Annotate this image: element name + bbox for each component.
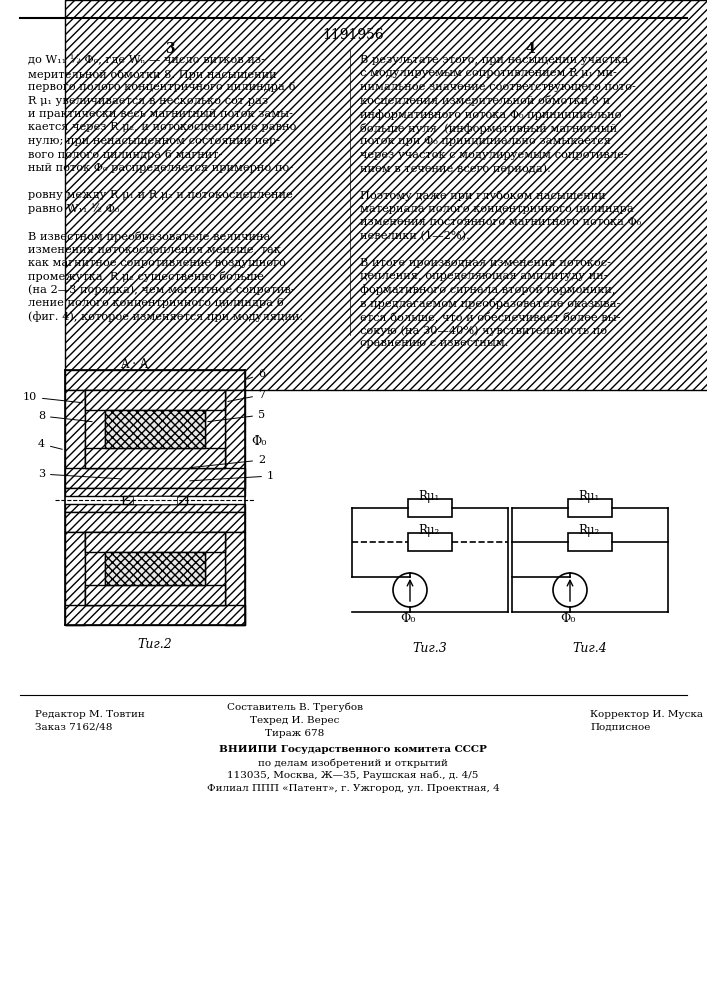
Text: цепления, определяющая амплитуду ин-: цепления, определяющая амплитуду ин-	[360, 271, 607, 281]
Text: Τиг.4: Τиг.4	[573, 642, 607, 655]
Text: первого полого концентричного цилиндра 6: первого полого концентричного цилиндра 6	[28, 82, 296, 92]
Text: ление полого концентричного цилиндра 6: ление полого концентричного цилиндра 6	[28, 298, 284, 308]
Text: Техред И. Верес: Техред И. Верес	[250, 716, 339, 725]
Text: в предлагаемом преобразователе оказыва-: в предлагаемом преобразователе оказыва-	[360, 298, 620, 309]
Polygon shape	[85, 585, 225, 605]
Text: 10: 10	[23, 392, 82, 403]
Text: Rμ₁: Rμ₁	[578, 490, 600, 503]
Polygon shape	[65, 605, 245, 625]
Text: 2: 2	[189, 455, 265, 468]
Text: 7: 7	[228, 390, 265, 401]
Polygon shape	[205, 532, 225, 605]
Text: В итоге производная изменения потокос-: В итоге производная изменения потокос-	[360, 257, 611, 267]
Text: мерительной обмотки 8. При насыщении: мерительной обмотки 8. При насыщении	[28, 68, 276, 80]
Polygon shape	[65, 504, 245, 512]
Text: Тираж 678: Тираж 678	[265, 729, 325, 738]
Text: 113035, Москва, Ж—35, Раушская наб., д. 4/5: 113035, Москва, Ж—35, Раушская наб., д. …	[228, 771, 479, 780]
Polygon shape	[225, 390, 245, 488]
Polygon shape	[85, 390, 105, 468]
Polygon shape	[65, 0, 707, 390]
Text: 1191956: 1191956	[322, 28, 384, 42]
Polygon shape	[225, 532, 245, 625]
Text: кается через R μ₂, и потокосцепление равно: кается через R μ₂, и потокосцепление рав…	[28, 122, 296, 132]
Text: Τиг.3: Τиг.3	[413, 642, 448, 655]
Text: Τиг.2: Τиг.2	[138, 638, 173, 651]
Text: (на 2—3 порядка), чем магнитное сопротив-: (на 2—3 порядка), чем магнитное сопротив…	[28, 284, 295, 295]
Text: с модулируемым сопротивлением R μ₁ ми-: с модулируемым сопротивлением R μ₁ ми-	[360, 68, 617, 79]
Text: 4: 4	[38, 439, 62, 449]
Text: (фиг. 4), которое изменяется при модуляции.: (фиг. 4), которое изменяется при модуляц…	[28, 312, 303, 322]
Text: ровну между R μ₁ и R μ₂ и потокосцепление: ровну между R μ₁ и R μ₂ и потокосцеплени…	[28, 190, 293, 200]
Polygon shape	[408, 533, 452, 551]
Polygon shape	[205, 390, 225, 468]
Text: нулю; при ненасыщенном состоянии пер-: нулю; при ненасыщенном состоянии пер-	[28, 136, 280, 146]
Text: В результате этого, при насыщении участка: В результате этого, при насыщении участк…	[360, 55, 629, 65]
Text: формативного сигнала второй гармоники,: формативного сигнала второй гармоники,	[360, 284, 616, 295]
Text: 3: 3	[165, 42, 175, 56]
Text: Φ₀: Φ₀	[400, 612, 416, 625]
Polygon shape	[85, 390, 225, 410]
Text: 8: 8	[38, 411, 92, 422]
Text: как магнитное сопротивление воздушного: как магнитное сопротивление воздушного	[28, 257, 286, 267]
Text: Φ₀: Φ₀	[560, 612, 575, 625]
Polygon shape	[65, 390, 85, 488]
Text: информативного потока Φ₀ принципиально: информативного потока Φ₀ принципиально	[360, 109, 621, 120]
Text: по делам изобретений и открытий: по делам изобретений и открытий	[258, 758, 448, 768]
Text: A · A: A · A	[120, 358, 148, 371]
Polygon shape	[105, 410, 205, 448]
Polygon shape	[65, 512, 245, 532]
Polygon shape	[85, 532, 105, 605]
Text: материала полого концентричного цилиндра: материала полого концентричного цилиндра	[360, 204, 633, 214]
Text: Подписное: Подписное	[590, 723, 650, 732]
Text: Rμ₂: Rμ₂	[578, 524, 600, 537]
Text: R μ₁ увеличивается в несколько сот раз: R μ₁ увеличивается в несколько сот раз	[28, 96, 268, 105]
Text: нимальное значение соответствующего пото-: нимальное значение соответствующего пото…	[360, 82, 636, 92]
Text: В известном преобразователе величина: В известном преобразователе величина	[28, 231, 270, 241]
Text: до W₁₁ ½ Φ₀, где Wₙ — число витков из-: до W₁₁ ½ Φ₀, где Wₙ — число витков из-	[28, 55, 265, 66]
Text: косцепления измерительной обмотки 8 и: косцепления измерительной обмотки 8 и	[360, 96, 610, 106]
Text: 1: 1	[189, 471, 274, 481]
Text: промежутка  R μ₂ существенно больше: промежутка R μ₂ существенно больше	[28, 271, 264, 282]
Polygon shape	[568, 499, 612, 517]
Text: больше нуля  (информативный магнитный: больше нуля (информативный магнитный	[360, 122, 617, 133]
Polygon shape	[85, 532, 225, 552]
Polygon shape	[123, 496, 187, 504]
Text: равно W₁₁ ½ Φ₀.: равно W₁₁ ½ Φ₀.	[28, 204, 123, 214]
Text: ется больше, что и обеспечивает более вы-: ется больше, что и обеспечивает более вы…	[360, 312, 621, 322]
Text: Редактор М. Товтин: Редактор М. Товтин	[35, 710, 145, 719]
Polygon shape	[133, 496, 177, 504]
Text: 6: 6	[247, 369, 265, 379]
Text: сравнению с известным.: сравнению с известным.	[360, 338, 508, 349]
Text: 4: 4	[525, 42, 535, 56]
Polygon shape	[408, 499, 452, 517]
Text: Rμ₂: Rμ₂	[418, 524, 439, 537]
Text: изменения потокосцепления меньше, так: изменения потокосцепления меньше, так	[28, 244, 281, 254]
Text: 3: 3	[38, 469, 120, 479]
Polygon shape	[85, 448, 225, 468]
Polygon shape	[65, 488, 245, 496]
Polygon shape	[65, 532, 85, 625]
Text: Φ₀: Φ₀	[251, 435, 267, 448]
Text: вого полого цилиндра 6 магнит-: вого полого цилиндра 6 магнит-	[28, 149, 223, 159]
Text: невелики (1—2%).: невелики (1—2%).	[360, 231, 470, 241]
Polygon shape	[65, 370, 245, 390]
Text: и практически весь магнитный поток замы-: и практически весь магнитный поток замы-	[28, 109, 293, 119]
Text: Rμ₁: Rμ₁	[418, 490, 439, 503]
Text: ВНИИПИ Государственного комитета СССР: ВНИИПИ Государственного комитета СССР	[219, 745, 487, 754]
Text: Составитель В. Трегубов: Составитель В. Трегубов	[227, 703, 363, 712]
Text: Корректор И. Муска: Корректор И. Муска	[590, 710, 703, 719]
Text: изменения постоянного магнитного потока Φ₀: изменения постоянного магнитного потока …	[360, 217, 641, 227]
Polygon shape	[65, 468, 245, 488]
Polygon shape	[105, 552, 205, 585]
Text: Заказ 7162/48: Заказ 7162/48	[35, 723, 112, 732]
Text: ный поток Φ₀ распределяется примерно по-: ный поток Φ₀ распределяется примерно по-	[28, 163, 293, 173]
Text: Поэтому даже при глубоком насыщении: Поэтому даже при глубоком насыщении	[360, 190, 606, 201]
Text: 5: 5	[208, 410, 265, 422]
Text: поток при Φ₀ принципиально замыкается: поток при Φ₀ принципиально замыкается	[360, 136, 611, 146]
Text: нием в течение всего периода).: нием в течение всего периода).	[360, 163, 551, 174]
Text: Филиал ППП «Патент», г. Ужгород, ул. Проектная, 4: Филиал ППП «Патент», г. Ужгород, ул. Про…	[206, 784, 499, 793]
Text: через участок с модулируемым сопротивле-: через участок с модулируемым сопротивле-	[360, 149, 628, 159]
Polygon shape	[568, 533, 612, 551]
Text: сокую (на 30—40%) чувствительность по: сокую (на 30—40%) чувствительность по	[360, 325, 607, 336]
